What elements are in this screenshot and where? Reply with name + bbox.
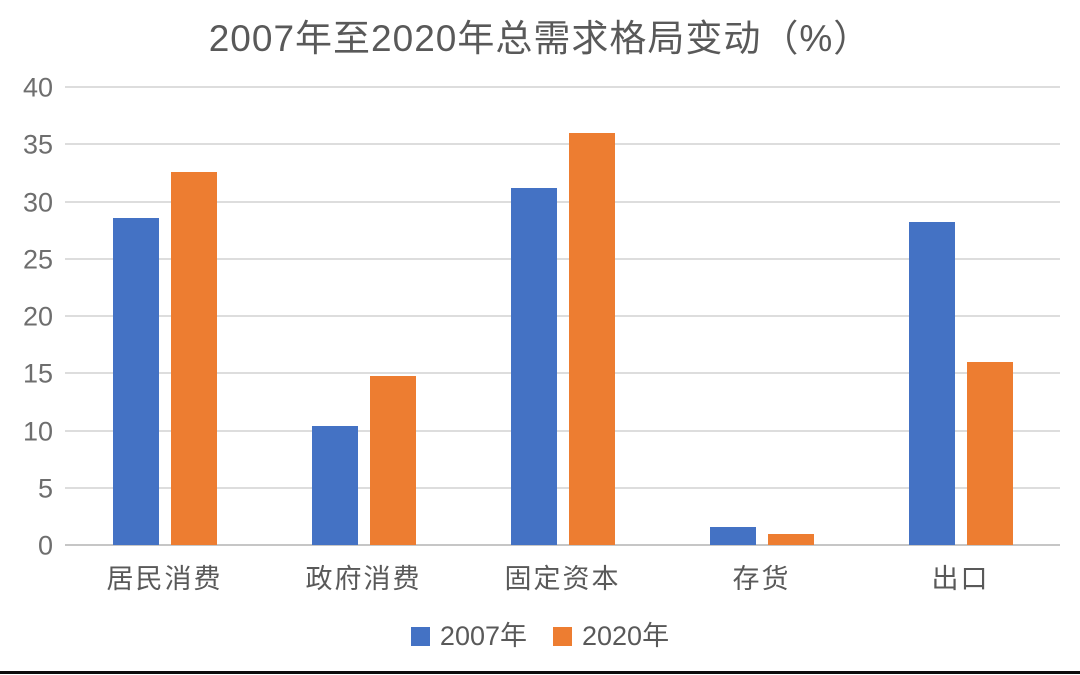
y-tick-label-25: 25 xyxy=(22,244,53,275)
x-category-label-存货: 存货 xyxy=(732,564,791,594)
y-tick-label-5: 5 xyxy=(37,473,53,504)
bar-2020年-固定资本 xyxy=(568,132,615,545)
legend-swatch-icon xyxy=(410,626,430,646)
bar-2007年-固定资本 xyxy=(510,187,557,545)
legend-label: 2007年 xyxy=(439,620,527,651)
x-category-label-政府消费: 政府消费 xyxy=(305,564,422,594)
x-category-label-出口: 出口 xyxy=(931,564,990,594)
plot-area: 0 5 10 15 20 25 30 35 40 居民消费 政府消费 固定资本 存货 出口 xyxy=(23,74,1060,594)
legend-swatch-icon xyxy=(553,626,572,646)
x-axis-line xyxy=(65,544,1060,546)
legend-label: 2020年 xyxy=(582,620,670,651)
bar-2007年-居民消费 xyxy=(112,217,159,545)
bar-2007年-政府消费 xyxy=(311,425,358,545)
bar-2020年-存货 xyxy=(767,533,814,545)
gridline-y-35 xyxy=(65,143,1060,146)
gridline-y-15 xyxy=(65,372,1060,375)
chart-title: 2007年至2020年总需求格局变动（%） xyxy=(208,18,872,59)
gridline-y-10 xyxy=(65,429,1060,432)
legend-item-2007年: 2007年 xyxy=(410,620,527,651)
y-tick-label-15: 15 xyxy=(22,358,53,389)
x-category-label-居民消费: 居民消费 xyxy=(106,564,223,594)
bar-2020年-居民消费 xyxy=(170,171,217,545)
bar-2020年-政府消费 xyxy=(369,375,416,545)
gridline-y-20 xyxy=(65,315,1060,317)
y-tick-label-30: 30 xyxy=(22,187,53,217)
bottom-border-line xyxy=(0,671,1080,674)
x-category-label-固定资本: 固定资本 xyxy=(504,564,621,594)
gridline-y-5 xyxy=(65,486,1060,489)
bar-2007年-存货 xyxy=(709,526,756,545)
legend: 2007年 2020年 xyxy=(0,616,1080,656)
gridline-y-25 xyxy=(65,257,1060,260)
gridline-y-40 xyxy=(65,86,1060,88)
gridline-y-30 xyxy=(65,200,1060,203)
bar-2007年-出口 xyxy=(908,222,955,545)
legend-item-2020年: 2020年 xyxy=(553,620,670,651)
y-tick-label-40: 40 xyxy=(22,72,53,103)
y-tick-label-10: 10 xyxy=(22,416,53,446)
y-tick-label-35: 35 xyxy=(22,129,53,160)
bar-2020年-出口 xyxy=(966,361,1013,545)
y-tick-label-20: 20 xyxy=(22,301,53,332)
y-tick-label-0: 0 xyxy=(37,530,53,561)
